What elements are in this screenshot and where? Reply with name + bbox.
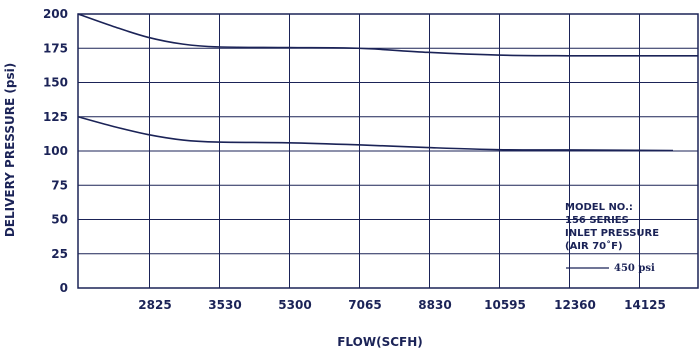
y-tick-label: 175 (43, 41, 68, 55)
tick-layer: 0 25 50 75 100 125 150 175 200 2825 3530 5300 7065 88… (43, 7, 666, 312)
model-annotation: MODEL NO.: 156 SERIES INLET PRESSURE (AI… (565, 202, 659, 274)
annotation-line-air: (AIR 70˚F) (565, 240, 623, 252)
annotation-line-inlet: INLET PRESSURE (565, 228, 659, 239)
y-tick-label: 75 (51, 178, 68, 192)
y-axis-title: DELIVERY PRESSURE (psi) (3, 63, 17, 237)
x-tick-label: 10595 (484, 298, 526, 312)
series-line-2 (77, 115, 674, 152)
x-axis-title: FLOW(SCFH) (337, 335, 423, 349)
x-tick-label: 2825 (138, 298, 171, 312)
x-tick-label: 14125 (624, 298, 666, 312)
x-tick-label: 12360 (554, 298, 596, 312)
x-tick-label: 7065 (348, 298, 381, 312)
annotation-line-model: MODEL NO.: (565, 202, 633, 213)
grid-layer (77, 13, 699, 289)
x-tick-label: 8830 (418, 298, 451, 312)
y-tick-label: 50 (51, 213, 68, 227)
y-tick-label: 200 (43, 7, 68, 21)
y-tick-label: 100 (43, 144, 68, 158)
curve-layer (77, 13, 698, 152)
series-line-1 (77, 13, 698, 57)
y-tick-label: 25 (51, 247, 68, 261)
legend-label: 450 psi (614, 263, 655, 274)
x-tick-label: 5300 (278, 298, 311, 312)
annotation-line-series: 156 SERIES (565, 215, 629, 226)
plot-frame (77, 13, 699, 289)
x-tick-label: 3530 (208, 298, 241, 312)
y-tick-label: 125 (43, 110, 68, 124)
y-tick-label: 150 (43, 76, 68, 90)
y-tick-label: 0 (60, 281, 68, 295)
